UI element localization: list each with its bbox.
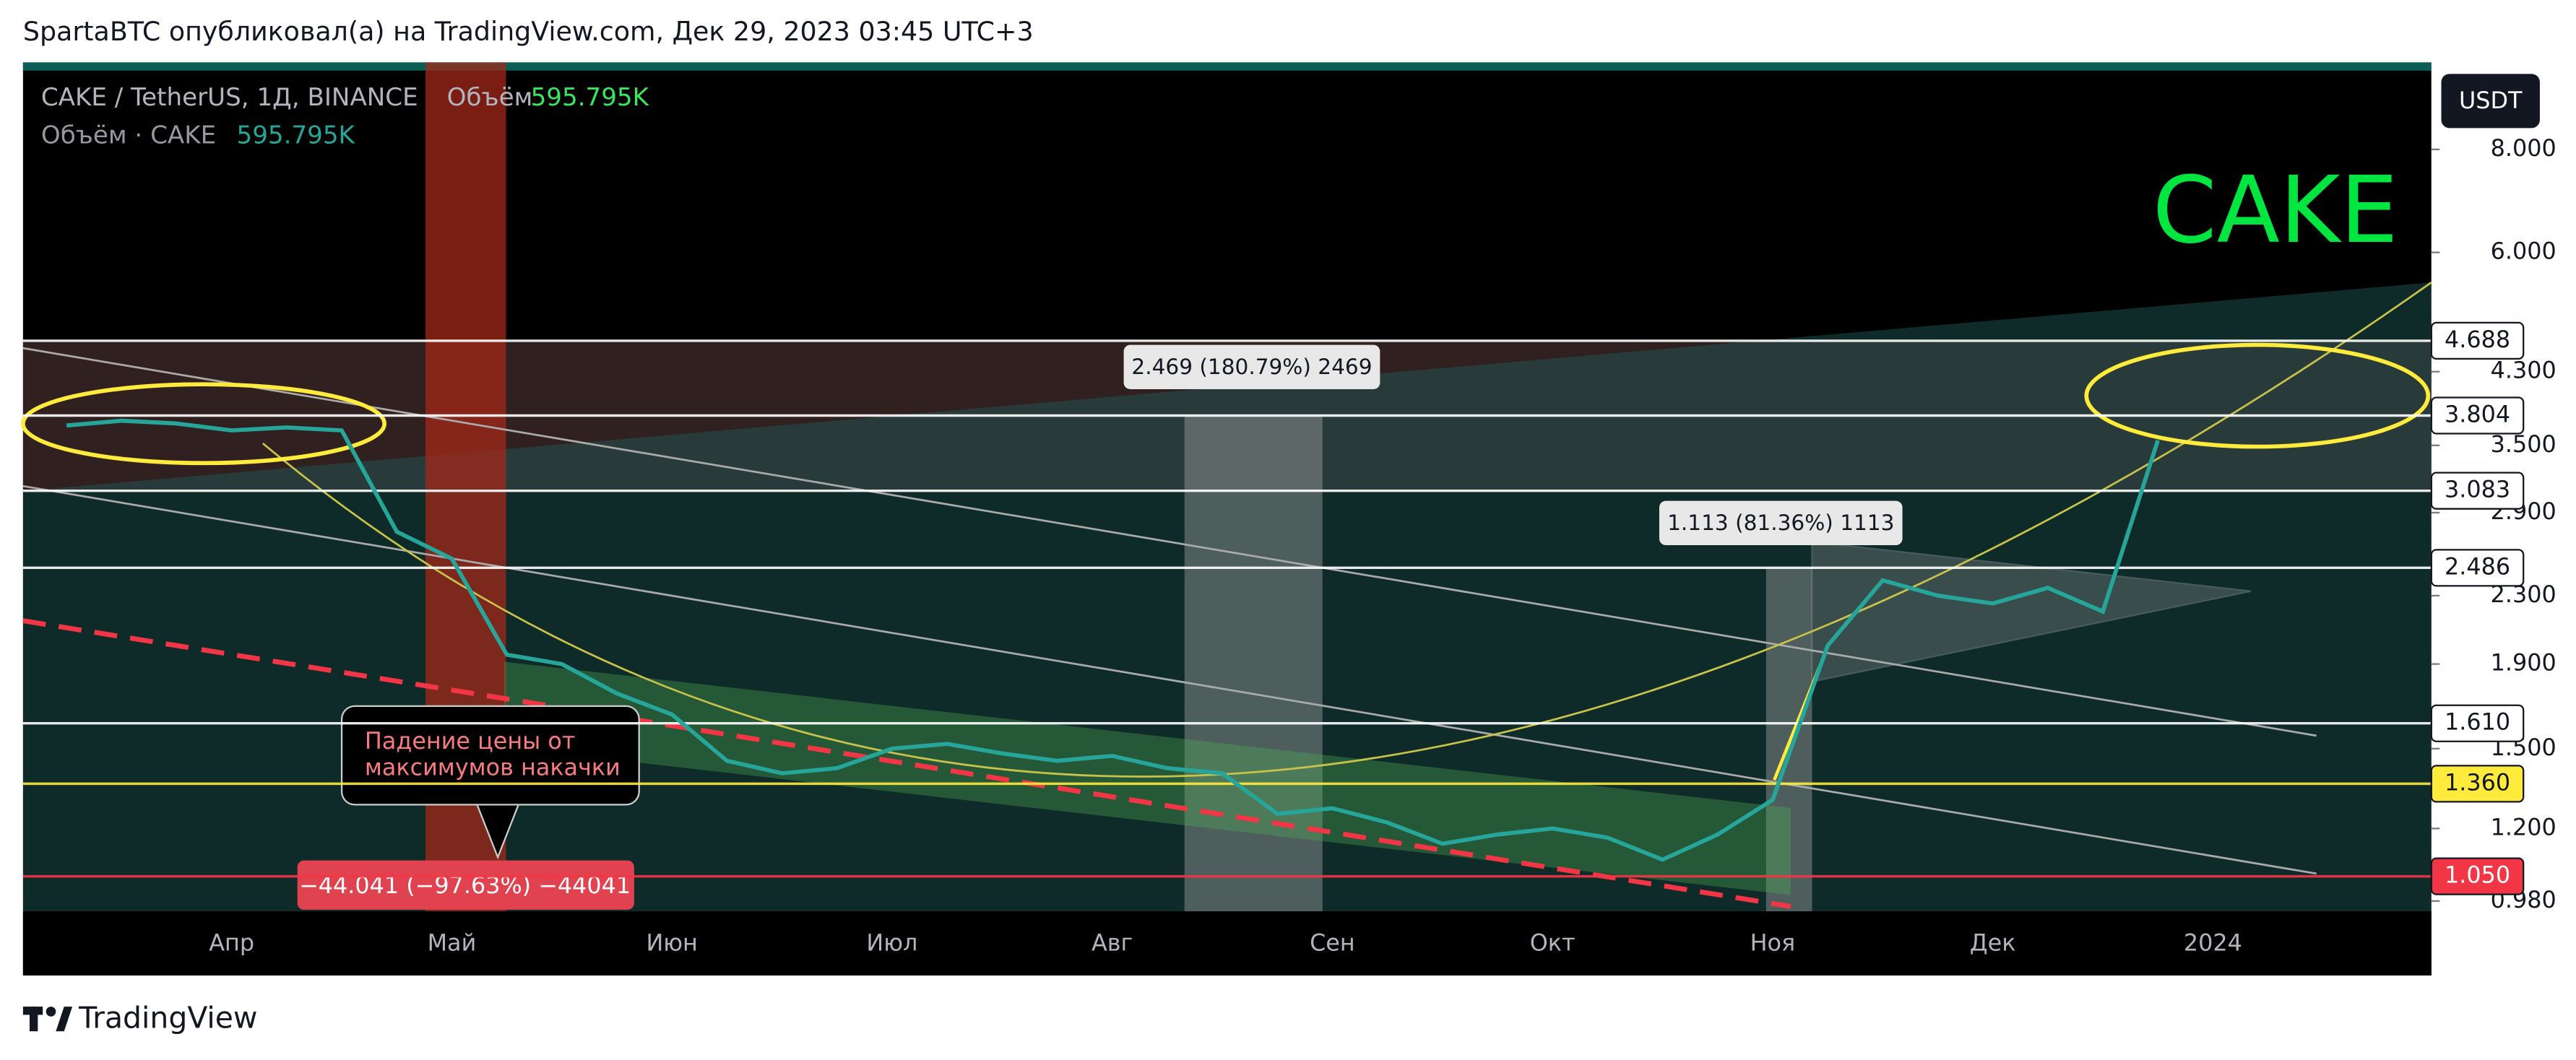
callout-box	[340, 705, 640, 806]
level-tag	[2430, 396, 2525, 435]
level-tag	[2430, 472, 2525, 510]
x-tick-label: Окт	[1530, 929, 1576, 957]
x-tick-label: 2024	[2184, 929, 2242, 957]
level-tag	[2430, 549, 2525, 587]
x-tick-label: Сен	[1310, 929, 1355, 957]
logo	[22, 1007, 73, 1032]
plot-background	[22, 62, 2432, 976]
trend-line	[22, 347, 2317, 737]
triangle	[1811, 541, 2251, 683]
level-label: 3.804	[2445, 400, 2510, 427]
curve	[262, 282, 2432, 778]
measure-box	[1659, 500, 1903, 546]
currency-button[interactable]	[2441, 74, 2540, 129]
level-label: 4.688	[2445, 326, 2510, 353]
level-tag	[2430, 765, 2525, 803]
highlight	[21, 382, 387, 466]
volume-study: Объём · CAKE	[41, 121, 216, 149]
symbol: CAKE / TetherUS, 1Д, BINANCE	[41, 83, 418, 112]
measure-zone	[1184, 415, 1323, 912]
x-tick-label: Май	[428, 929, 477, 957]
level-label: 3.083	[2445, 476, 2510, 503]
x-tick-label: Июн	[646, 929, 697, 957]
price-line	[66, 418, 2160, 862]
x-tick-label: Дек	[1970, 929, 2016, 957]
y-tick-label: 8.000	[2491, 134, 2556, 162]
callout-line: максимумов накачки	[365, 753, 621, 781]
measure-label: 1.113 (81.36%) 1113	[1667, 511, 1894, 535]
highlight	[2084, 342, 2431, 449]
measure-label: 2.469 (180.79%) 2469	[1131, 355, 1372, 379]
x-tick-label: Ноя	[1750, 929, 1796, 957]
currency[interactable]: USDT	[2459, 87, 2523, 114]
level-label: 2.486	[2445, 552, 2510, 580]
top-border	[22, 62, 2432, 71]
time-axis	[22, 911, 2432, 976]
x-tick-label: Апр	[209, 929, 254, 957]
x-tick-label: Июл	[866, 929, 917, 957]
level-label: 1.050	[2445, 861, 2510, 889]
level-label: 1.610	[2445, 708, 2510, 736]
callout-line: Падение цены от	[365, 727, 576, 755]
level-label: 1.360	[2445, 768, 2510, 796]
volume-label: Объём	[447, 83, 533, 112]
dashed-trend	[22, 618, 1791, 909]
level-tag	[2430, 857, 2525, 895]
price-scale	[2431, 62, 2576, 976]
y-tick-label: 4.300	[2491, 357, 2556, 384]
y-tick-label: 6.000	[2491, 238, 2556, 265]
measure-box	[1123, 344, 1380, 389]
y-tick-label: 1.900	[2491, 649, 2556, 677]
measure-box	[297, 860, 634, 910]
x-tick-label: Авг	[1092, 929, 1133, 957]
level-tag	[2430, 321, 2525, 360]
publisher: SpartaBTC опубликовал(а) на TradingView.…	[23, 16, 1034, 47]
channel	[504, 661, 1791, 895]
y-tick-label: 1.200	[2491, 813, 2556, 840]
brand: TradingView	[78, 1000, 257, 1035]
volume-study-value: 595.795K	[237, 121, 356, 149]
level-tag	[2430, 704, 2525, 742]
volume-value: 595.795K	[531, 83, 650, 112]
chart-title: CAKE	[2153, 157, 2398, 264]
y-tick-label: 3.500	[2491, 430, 2556, 458]
